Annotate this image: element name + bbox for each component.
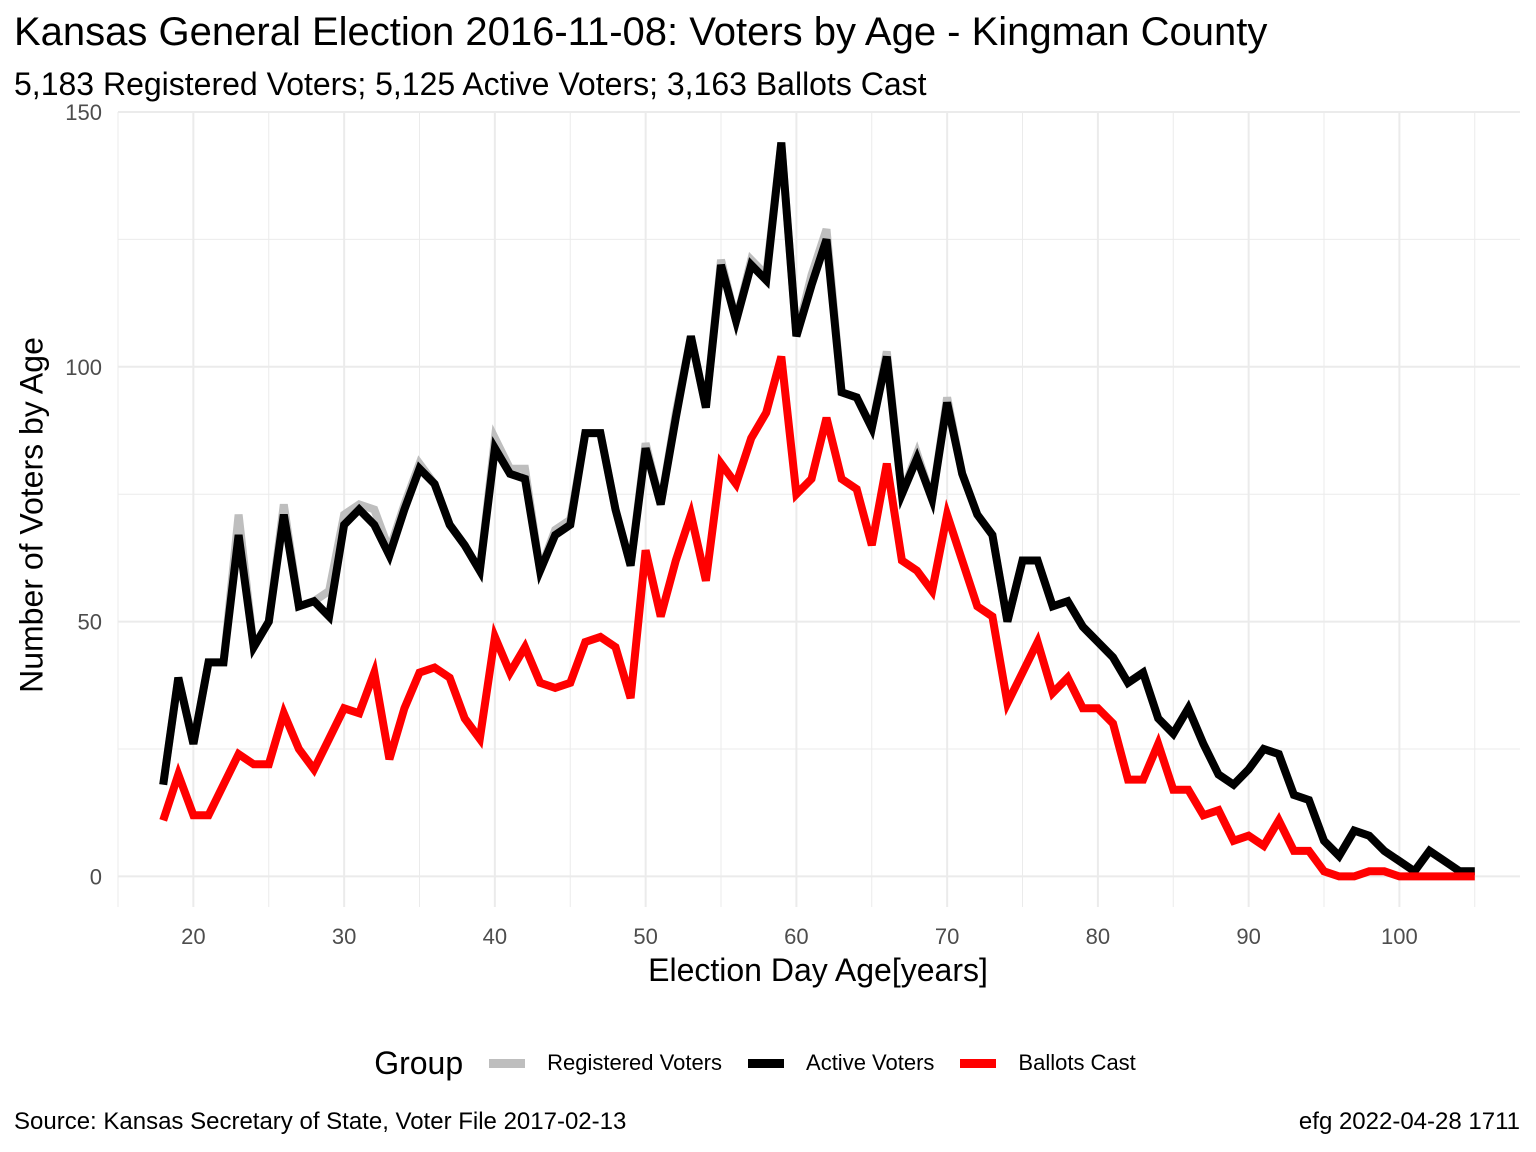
x-tick-label: 60 (784, 924, 808, 949)
x-tick-label: 80 (1086, 924, 1110, 949)
legend-item-ballots: Ballots Cast (960, 1050, 1136, 1076)
source-caption: Source: Kansas Secretary of State, Voter… (14, 1108, 627, 1135)
y-tick-label: 50 (78, 610, 102, 635)
legend-swatch-registered (489, 1058, 526, 1068)
legend-item-registered: Registered Voters (489, 1050, 722, 1076)
series-lines (159, 142, 1475, 881)
y-tick-label: 0 (90, 864, 102, 889)
y-tick-label: 150 (65, 100, 102, 125)
chart-title: Kansas General Election 2016-11-08: Vote… (14, 10, 1268, 54)
series-line-ballots (159, 355, 1475, 881)
y-tick-label: 100 (65, 355, 102, 380)
legend-label-active: Active Voters (806, 1050, 935, 1075)
x-tick-label: 20 (181, 924, 205, 949)
legend-label-registered: Registered Voters (547, 1050, 723, 1075)
x-tick-label: 50 (633, 924, 657, 949)
series-line-active (159, 142, 1475, 877)
x-axis-label: Election Day Age[years] (648, 952, 988, 988)
credit-caption: efg 2022-04-28 1711 (1298, 1108, 1520, 1135)
legend-swatch-active (748, 1058, 785, 1068)
legend: Group Registered Voters Active Voters Ba… (0, 1038, 1536, 1088)
y-axis-label: Number of Voters by Age (13, 337, 50, 693)
chart-subtitle: 5,183 Registered Voters; 5,125 Active Vo… (14, 66, 927, 102)
x-tick-label: 90 (1236, 924, 1260, 949)
x-tick-label: 100 (1381, 924, 1418, 949)
legend-title: Group (374, 1044, 464, 1081)
legend-swatch-ballots (960, 1058, 997, 1068)
axis-ticks: 20 30 40 50 60 70 80 90 100 0 50 100 150 (65, 100, 1417, 949)
x-tick-label: 40 (483, 924, 507, 949)
legend-item-active: Active Voters (748, 1050, 934, 1076)
x-tick-label: 70 (935, 924, 959, 949)
grid-lines (117, 111, 1520, 907)
legend-label-ballots: Ballots Cast (1018, 1050, 1136, 1075)
x-tick-label: 30 (332, 924, 356, 949)
